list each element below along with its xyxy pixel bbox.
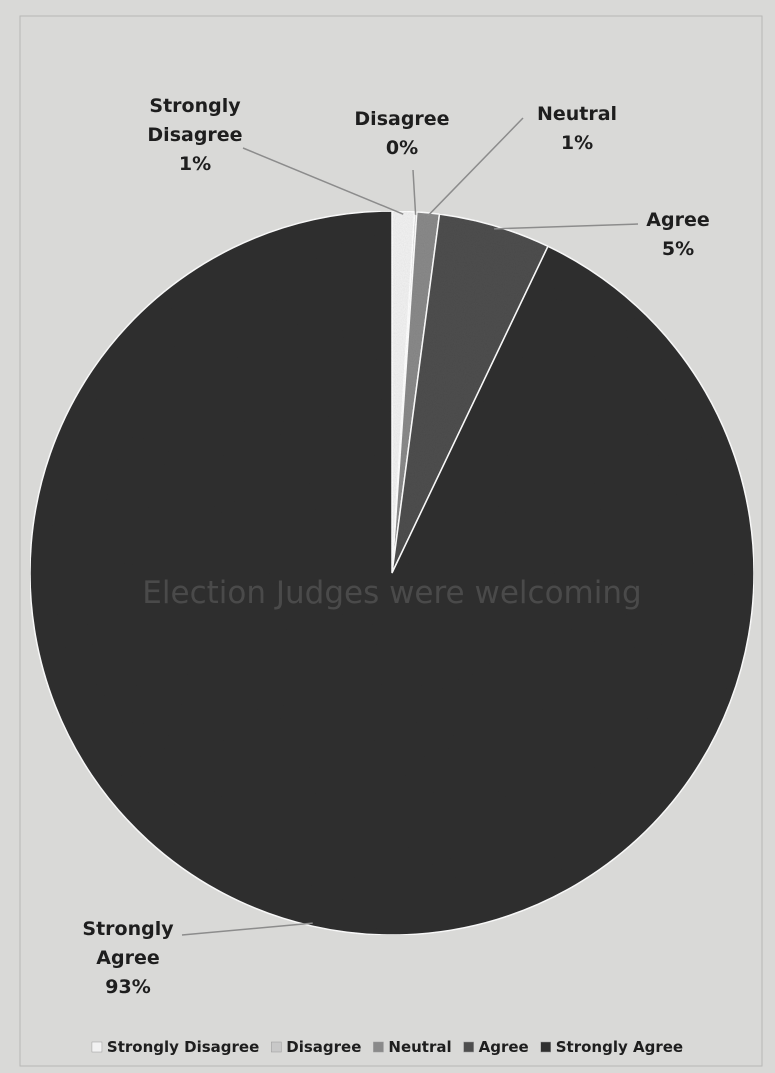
slice-value-label: 1% [179,153,211,175]
slice-category-label: Agree [646,209,709,231]
legend-swatch-neutral [373,1041,384,1053]
slice-labels: Strongly Disagree 1% Disagree 0% Neutral 1% Agr… [82,95,709,998]
chart-frame [19,15,763,1067]
legend-label-disagree: Disagree [286,1038,361,1056]
legend-item-neutral: Neutral [373,1038,452,1056]
slice-value-label: 5% [662,238,694,260]
slice-category-label: Agree [96,947,159,969]
slice-category-label: Neutral [537,103,617,125]
slice-value-label: 1% [561,132,593,154]
slice-category-label: Strongly [82,918,174,940]
slice-label-strongly-disagree: Strongly Disagree 1% [147,95,242,175]
legend-item-strongly-agree: Strongly Agree [540,1038,683,1056]
legend-label-agree: Agree [479,1038,529,1056]
slice-value-label: 0% [386,137,418,159]
slice-category-label: Disagree [147,124,242,146]
slice-label-disagree: Disagree 0% [354,108,449,159]
legend-label-strongly-disagree: Strongly Disagree [107,1038,259,1056]
leader-lines [181,117,639,936]
pie-slice-strongly-agree [29,210,755,936]
slice-label-neutral: Neutral 1% [537,103,617,154]
pie-slices [29,210,755,936]
legend: Strongly Disagree Disagree Neutral Agree Str… [91,1038,683,1056]
legend-item-agree: Agree [463,1038,529,1056]
legend-item-disagree: Disagree [271,1038,361,1056]
legend-label-strongly-agree: Strongly Agree [556,1038,683,1056]
slice-label-strongly-agree: Strongly Agree 93% [82,918,174,998]
legend-swatch-disagree [271,1041,282,1053]
legend-label-neutral: Neutral [388,1038,451,1056]
leader-line-disagree [412,169,417,215]
legend-swatch-agree [463,1041,474,1053]
leader-line-strongly-disagree [242,147,404,215]
chart-title: Election Judges were welcoming [142,575,641,611]
legend-item-strongly-disagree: Strongly Disagree [91,1038,259,1056]
leader-line-neutral [427,117,524,217]
leader-line-strongly-agree [181,922,313,936]
legend-swatch-strongly-disagree [91,1041,103,1053]
slice-label-agree: Agree 5% [646,209,709,260]
slice-value-label: 93% [105,976,150,998]
legend-swatch-strongly-agree [540,1041,551,1053]
slice-category-label: Strongly [149,95,241,117]
slice-category-label: Disagree [354,108,449,130]
leader-line-agree [494,223,639,230]
